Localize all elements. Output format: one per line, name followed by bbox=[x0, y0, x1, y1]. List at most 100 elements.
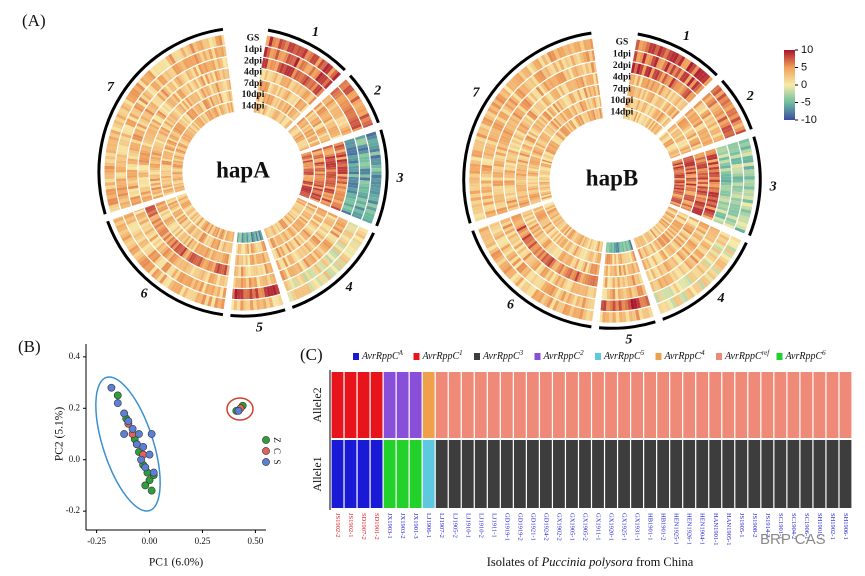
heat-cell bbox=[715, 238, 727, 247]
heat-cell bbox=[515, 173, 527, 177]
heat-cell bbox=[274, 222, 282, 233]
legend-label: C bbox=[272, 448, 282, 454]
heat-cell bbox=[743, 192, 755, 197]
heat-cell bbox=[534, 230, 544, 239]
heat-cell bbox=[300, 230, 310, 240]
heat-cell bbox=[702, 214, 713, 221]
heat-cell bbox=[115, 163, 127, 167]
heat-cell bbox=[522, 211, 534, 218]
heat-cell bbox=[172, 168, 183, 171]
heat-cell bbox=[686, 287, 696, 299]
heat-cell bbox=[692, 206, 704, 212]
heat-cell bbox=[131, 107, 143, 115]
heat-cell bbox=[628, 310, 634, 322]
heat-cell bbox=[728, 208, 740, 215]
heat-cell bbox=[713, 216, 725, 223]
heat-cell bbox=[469, 180, 480, 184]
heat-cell bbox=[156, 76, 166, 86]
heat-cell bbox=[578, 52, 585, 64]
heat-cell bbox=[179, 247, 188, 257]
bar-segment bbox=[370, 372, 383, 438]
heat-cell bbox=[542, 282, 551, 294]
heat-cell bbox=[694, 248, 705, 258]
heat-cell bbox=[315, 88, 325, 98]
heat-cell bbox=[633, 62, 639, 74]
heat-cell bbox=[640, 114, 647, 126]
heat-cell bbox=[513, 259, 524, 270]
heat-cell bbox=[643, 65, 650, 77]
heat-cell bbox=[165, 55, 174, 66]
heat-cell bbox=[257, 103, 263, 114]
heat-cell bbox=[571, 257, 578, 269]
heat-cell bbox=[286, 41, 294, 53]
heat-cell bbox=[291, 206, 302, 214]
heat-cell bbox=[179, 101, 189, 111]
heat-cell bbox=[504, 177, 515, 181]
heat-cell bbox=[148, 265, 158, 276]
heat-cell bbox=[286, 213, 295, 222]
heat-cell bbox=[358, 149, 369, 155]
heat-cell bbox=[249, 288, 253, 300]
heat-cell bbox=[156, 241, 166, 251]
heat-cell bbox=[282, 244, 290, 254]
heat-cell bbox=[581, 285, 587, 297]
heat-cell bbox=[481, 192, 493, 197]
heat-cell bbox=[555, 86, 564, 97]
heat-cell bbox=[679, 248, 689, 258]
heat-cell bbox=[328, 250, 338, 260]
heat-cell bbox=[222, 57, 227, 68]
heat-cell bbox=[634, 237, 641, 248]
heat-cell bbox=[247, 266, 252, 277]
heat-cell bbox=[678, 211, 689, 218]
x-tick-label: SH1902-1 bbox=[829, 513, 836, 540]
heat-cell bbox=[673, 133, 684, 141]
heat-cell bbox=[145, 207, 157, 214]
heat-cell bbox=[533, 146, 545, 153]
heat-cell bbox=[160, 88, 170, 98]
heat-cell bbox=[297, 197, 308, 204]
heat-cell bbox=[572, 54, 579, 65]
heat-cell bbox=[685, 167, 696, 171]
heat-cell bbox=[680, 206, 691, 212]
heat-cell bbox=[123, 126, 134, 134]
heat-cell bbox=[605, 312, 610, 323]
heat-cell bbox=[104, 158, 116, 164]
heat-cell bbox=[547, 123, 557, 133]
heat-cell bbox=[743, 185, 755, 190]
heat-cell bbox=[174, 228, 184, 238]
heat-cell bbox=[679, 71, 688, 82]
heat-cell bbox=[229, 242, 233, 254]
heat-cell bbox=[141, 242, 152, 252]
heat-cell bbox=[180, 117, 190, 126]
heat-cell bbox=[646, 105, 654, 116]
heat-cell bbox=[183, 114, 192, 123]
heat-cell bbox=[177, 74, 186, 85]
heat-cell bbox=[268, 297, 274, 308]
heat-cell bbox=[677, 233, 687, 243]
heat-cell bbox=[171, 225, 181, 234]
heat-cell bbox=[170, 205, 180, 212]
heat-cell bbox=[652, 95, 660, 106]
heat-cell bbox=[307, 202, 318, 209]
heat-cell bbox=[659, 289, 667, 301]
heat-cell bbox=[276, 86, 284, 97]
heat-cell bbox=[668, 257, 677, 268]
heat-cell bbox=[677, 117, 687, 126]
heat-cell bbox=[116, 183, 127, 188]
heat-cell bbox=[209, 72, 215, 83]
heat-cell bbox=[223, 46, 227, 57]
heat-cell bbox=[260, 92, 266, 103]
heat-cell bbox=[140, 115, 151, 123]
legend-marker bbox=[776, 353, 783, 360]
sector-arc bbox=[106, 220, 224, 317]
heat-cell bbox=[204, 111, 212, 122]
heat-cell bbox=[727, 109, 738, 118]
heat-cell bbox=[586, 39, 592, 50]
heat-cell bbox=[127, 158, 138, 163]
heat-cell bbox=[528, 286, 537, 298]
heat-cell bbox=[657, 98, 666, 109]
heat-cell bbox=[717, 203, 729, 209]
heat-cell bbox=[285, 78, 293, 89]
heat-cell bbox=[527, 185, 539, 189]
heat-cell bbox=[531, 60, 541, 71]
